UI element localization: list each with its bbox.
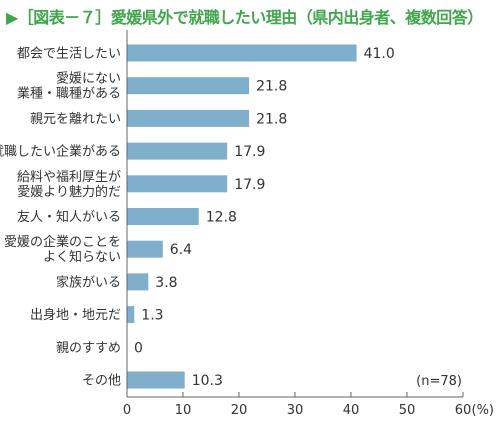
- category-label-10: その他: [82, 374, 121, 389]
- category-label-8: 出身地・地元だ: [30, 307, 121, 323]
- category-label-7: 家族がいる: [56, 274, 121, 290]
- chart-title: ▶［図表－７］愛媛県外で就職したい理由（県内出身者、複数回答）: [6, 8, 483, 27]
- x-tick-label-4: 40: [343, 403, 360, 418]
- bar-0: [127, 44, 357, 62]
- category-label-1: 愛媛にない業種・職種がある: [17, 72, 121, 102]
- category-label-4: 給料や福利厚生が愛媛より魅力的だ: [17, 170, 121, 200]
- value-label-7: 3.8: [155, 275, 177, 291]
- bars-group: [127, 44, 357, 389]
- category-label-9: 親のすすめ: [56, 341, 121, 356]
- x-tick-label-3: 30: [287, 403, 304, 418]
- value-label-5: 12.8: [206, 210, 237, 226]
- bar-5: [127, 208, 199, 225]
- value-label-4: 17.9: [234, 177, 265, 193]
- bar-1: [127, 77, 250, 95]
- value-labels: 41.0 21.8 21.8 17.9 17.9 12.8 6.4 3.8 1.3 0 10.3: [134, 46, 395, 389]
- category-label-5: 友人・知人がいる: [17, 209, 121, 225]
- bar-8: [127, 306, 135, 324]
- bar-6: [127, 240, 163, 258]
- value-label-8: 1.3: [141, 308, 163, 324]
- bar-4: [127, 175, 228, 193]
- value-label-6: 6.4: [170, 242, 192, 258]
- value-label-2: 21.8: [256, 111, 287, 127]
- x-tick-label-2: 20: [231, 403, 248, 418]
- x-tick-label-0: 0: [123, 403, 131, 418]
- bar-10: [127, 371, 185, 389]
- value-label-1: 21.8: [256, 79, 287, 95]
- category-label-3: 就職したい企業がある: [0, 144, 121, 160]
- x-tick-label-6: 60: [455, 403, 472, 418]
- bar-7: [127, 273, 149, 291]
- value-label-9: 0: [134, 340, 143, 356]
- x-unit-label: (%): [472, 403, 495, 418]
- category-label-6: 愛媛の企業のことをよく知らない: [4, 234, 121, 265]
- category-label-2: 親元を離れたい: [30, 112, 121, 127]
- value-label-3: 17.9: [234, 144, 265, 160]
- x-axis: 0 10 20 30 40 50 60 (%): [123, 30, 494, 418]
- x-tick-label-5: 50: [399, 403, 416, 418]
- bar-2: [127, 109, 250, 127]
- value-label-0: 41.0: [364, 46, 395, 62]
- sample-size-note: (n=78): [416, 374, 462, 389]
- category-labels: 都会で生活したい愛媛にない業種・職種がある親元を離れたい就職したい企業がある給料…: [0, 47, 121, 389]
- bar-3: [127, 142, 228, 160]
- value-label-10: 10.3: [192, 373, 223, 389]
- category-label-0: 都会で生活したい: [17, 47, 121, 62]
- x-tick-label-1: 10: [175, 403, 192, 418]
